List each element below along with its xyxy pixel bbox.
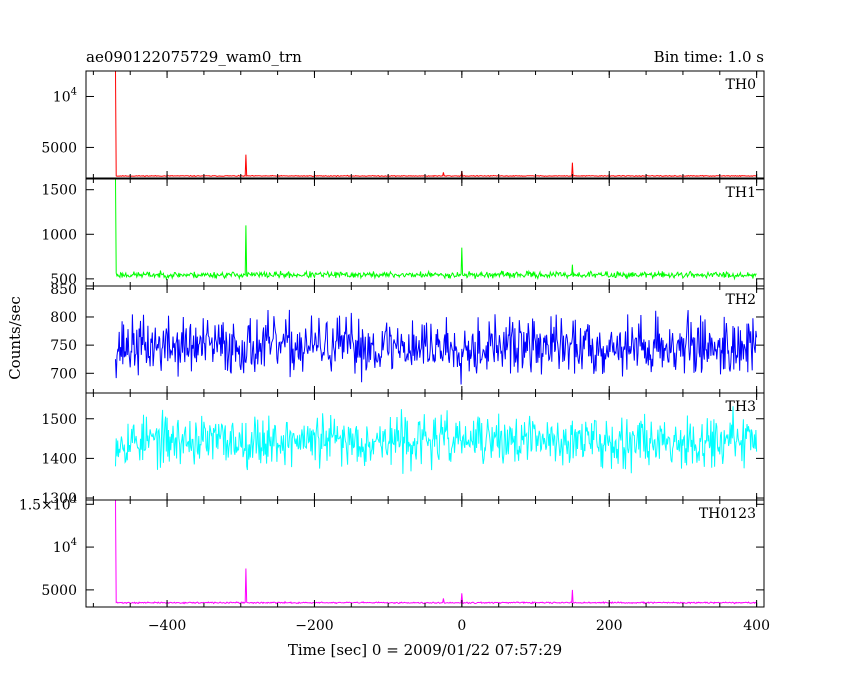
y-axis-label: Counts/sec (6, 296, 24, 380)
y-tick-label: 104 (53, 537, 77, 556)
series-line-th2 (115, 309, 758, 385)
y-tick-label: 700 (50, 366, 77, 382)
y-tick-label: 1500 (41, 412, 77, 428)
panel-th3: 1300 1400 1500 TH3 (41, 392, 765, 507)
panel-th0123: 5000 104 1.5×104 TH0123 (19, 494, 765, 608)
x-axis-label: Time [sec] 0 = 2009/01/22 07:57:29 (288, 641, 562, 659)
panel-name: TH2 (726, 292, 756, 308)
y-tick-label: 850 (50, 282, 77, 298)
panel-frame (85, 178, 765, 287)
panels: 5000 104 TH0 500 1000 1500 TH1 700 750 800 850 TH2 1… (19, 70, 770, 634)
series-line-th1 (115, 178, 757, 281)
panel-frame (85, 70, 765, 179)
series-line-th0 (115, 70, 757, 178)
y-tick-label: 800 (50, 310, 77, 326)
x-tick-label: 200 (596, 618, 623, 634)
y-tick-label: 750 (50, 338, 77, 354)
panel-th1: 500 1000 1500 TH1 (41, 178, 765, 288)
x-tick-label: 0 (457, 618, 466, 634)
y-tick-label: 1300 (41, 491, 77, 507)
panel-th0: 5000 104 TH0 (41, 70, 765, 179)
chart-title-right: Bin time: 1.0 s (654, 48, 764, 66)
panel-name: TH0 (726, 77, 756, 93)
y-tick-label: 500 (50, 272, 77, 288)
y-tick-label: 5000 (41, 140, 77, 156)
panel-name: TH1 (726, 185, 756, 201)
y-tick-label: 1000 (41, 227, 77, 243)
x-tick-label: 400 (743, 618, 770, 634)
y-tick-label: 5000 (41, 583, 77, 599)
y-tick-label: 1400 (41, 451, 77, 467)
x-tick-label: −400 (148, 618, 186, 634)
y-tick-label: 1.5×104 (19, 494, 77, 513)
panel-th2: 700 750 800 850 TH2 (50, 282, 765, 394)
y-tick-label: 104 (53, 86, 77, 105)
chart-title-left: ae090122075729_wam0_trn (86, 48, 302, 66)
panel-name: TH3 (726, 399, 756, 415)
series-line-th0123 (115, 499, 757, 605)
y-tick-label: 1500 (41, 183, 77, 199)
panel-name: TH0123 (699, 506, 756, 522)
x-tick-label: −200 (295, 618, 333, 634)
panel-frame (85, 392, 765, 501)
panel-frame (85, 499, 765, 608)
series-line-th3 (115, 406, 758, 474)
